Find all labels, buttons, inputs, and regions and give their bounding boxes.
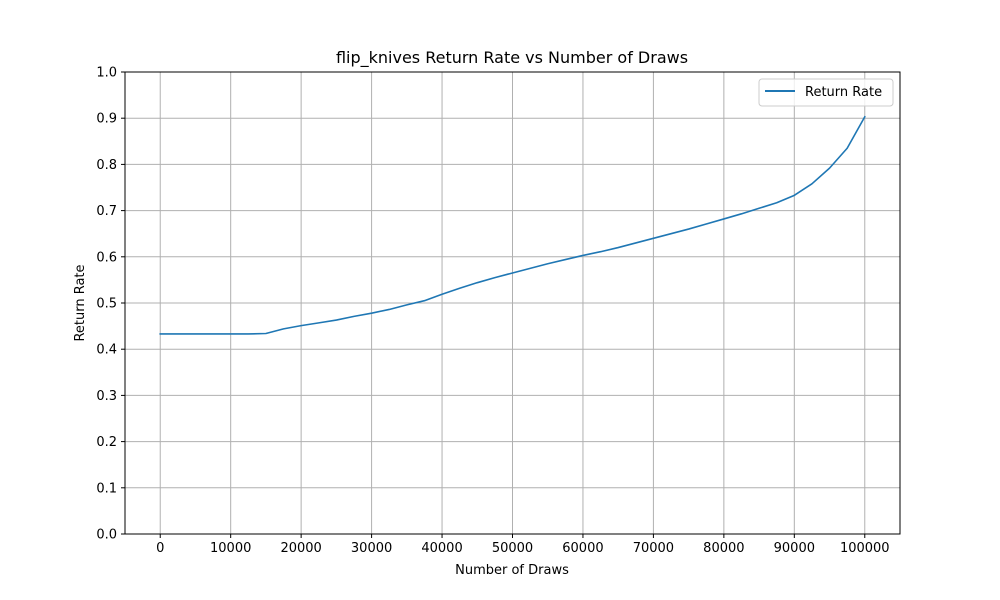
x-tick-label: 90000 <box>774 541 815 556</box>
y-axis-label: Return Rate <box>73 264 88 341</box>
y-tick-label: 0.0 <box>96 528 117 543</box>
series-layer <box>159 115 866 335</box>
x-axis-ticks: 0 10000 20000 30000 40000 50000 60000 70000 8000… <box>156 534 890 556</box>
y-tick-label: 1.0 <box>96 66 117 81</box>
y-tick-label: 0.9 <box>96 112 117 127</box>
y-tick-label: 0.8 <box>96 158 117 173</box>
y-tick-label: 0.5 <box>96 297 117 312</box>
y-tick-label: 0.4 <box>96 343 117 358</box>
series-line-return-rate <box>159 115 866 335</box>
x-tick-label: 100000 <box>840 541 890 556</box>
legend-box <box>758 78 894 107</box>
x-tick-label: 70000 <box>633 541 674 556</box>
y-tick-label: 0.1 <box>96 481 117 496</box>
y-axis-ticks: 0.0 0.1 0.2 0.3 0.4 0.5 0.6 0.7 0.8 0.9 1.0 <box>96 66 125 543</box>
x-tick-label: 60000 <box>562 541 603 556</box>
y-tick-label: 0.7 <box>96 204 117 219</box>
x-tick-label: 20000 <box>280 541 321 556</box>
x-tick-label: 50000 <box>492 541 533 556</box>
chart-title: flip_knives Return Rate vs Number of Dra… <box>336 48 688 68</box>
legend: Return Rate <box>758 78 894 107</box>
x-tick-label: 0 <box>156 541 164 556</box>
x-tick-label: 40000 <box>421 541 462 556</box>
legend-label: Return Rate <box>805 85 882 100</box>
y-tick-label: 0.2 <box>96 435 117 450</box>
x-tick-label: 30000 <box>351 541 392 556</box>
x-axis-label: Number of Draws <box>455 563 569 578</box>
x-tick-label: 10000 <box>210 541 251 556</box>
x-tick-label: 80000 <box>703 541 744 556</box>
y-tick-label: 0.6 <box>96 250 117 265</box>
y-tick-label: 0.3 <box>96 389 117 404</box>
